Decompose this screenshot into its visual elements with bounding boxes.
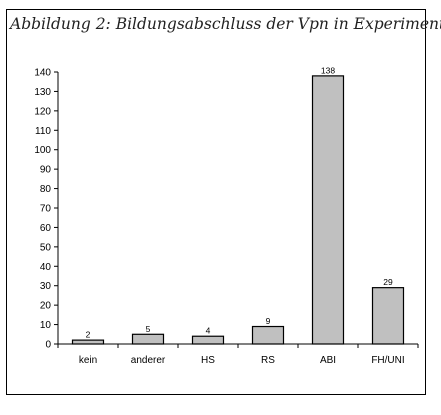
- y-tick-label: 30: [40, 281, 52, 292]
- data-label: 4: [206, 326, 211, 336]
- y-tick-label: 90: [40, 165, 52, 176]
- x-category-label: kein: [79, 355, 97, 366]
- y-tick-label: 20: [40, 301, 52, 312]
- chart-title: Abbildung 2: Bildungsabschluss der Vpn i…: [10, 15, 441, 33]
- y-axis: 0 10 20 30 40 50 60 70 80 90 100 110 120 130 140: [34, 68, 59, 351]
- y-tick-label: 0: [45, 340, 51, 351]
- bar-rs: [251, 325, 285, 345]
- y-tick-label: 50: [40, 242, 52, 253]
- x-category-label: FH/UNI: [371, 355, 404, 366]
- x-category-label: anderer: [131, 355, 166, 366]
- y-tick-label: 130: [34, 87, 51, 98]
- y-tick-label: 40: [40, 262, 52, 273]
- bar-abi: [311, 75, 345, 345]
- data-label: 2: [86, 330, 91, 340]
- data-label: 5: [146, 324, 151, 334]
- bar-anderer: [131, 333, 165, 345]
- bars: [71, 75, 405, 345]
- data-labels: 2 5 4 9 138 29: [86, 65, 393, 339]
- data-label: 9: [266, 316, 271, 326]
- y-tick-label: 140: [34, 68, 51, 79]
- data-label: 29: [383, 277, 393, 287]
- x-axis: kein anderer HS RS ABI FH/UNI: [57, 343, 419, 366]
- x-category-label: HS: [201, 355, 215, 366]
- y-tick-label: 10: [40, 320, 52, 331]
- data-label: 138: [321, 65, 335, 75]
- figure-frame: [6, 9, 426, 395]
- y-tick-label: 70: [40, 204, 52, 215]
- bar-hs: [191, 335, 225, 345]
- y-tick-label: 80: [40, 184, 52, 195]
- y-tick-label: 60: [40, 223, 52, 234]
- bar-fh-uni: [371, 287, 405, 345]
- y-tick-label: 110: [35, 126, 51, 137]
- bar-kein: [71, 339, 105, 345]
- y-tick-label: 100: [34, 145, 51, 156]
- x-category-label: ABI: [320, 355, 336, 366]
- y-tick-label: 120: [34, 106, 51, 117]
- x-category-label: RS: [261, 355, 275, 366]
